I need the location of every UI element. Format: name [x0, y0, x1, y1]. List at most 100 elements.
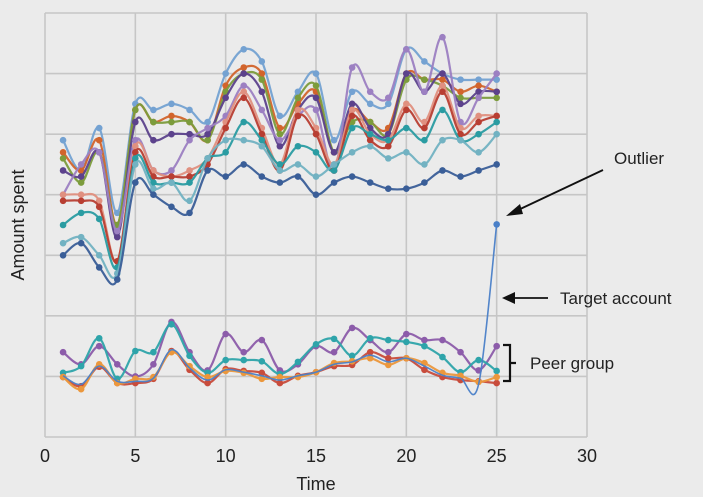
data-point [150, 191, 157, 199]
data-point [150, 185, 157, 192]
data-point [113, 233, 121, 241]
data-point [150, 167, 157, 174]
data-point [294, 161, 302, 168]
data-point [258, 76, 266, 83]
data-point [475, 356, 482, 364]
data-point [384, 361, 392, 369]
data-point [294, 173, 302, 180]
data-point [276, 167, 284, 174]
data-point [421, 88, 428, 96]
data-point [59, 251, 67, 259]
data-point [222, 70, 229, 77]
data-point [132, 118, 139, 126]
data-point [457, 130, 464, 138]
data-point [439, 106, 446, 114]
data-point [77, 233, 85, 241]
data-point [403, 124, 410, 132]
data-point [457, 88, 464, 96]
data-point [439, 33, 446, 41]
data-point [421, 179, 428, 186]
data-point [240, 88, 248, 96]
data-point [132, 142, 139, 150]
outlier-arrow-line [515, 169, 604, 212]
data-point [77, 385, 85, 393]
x-tick-label: 20 [396, 446, 416, 466]
data-point [150, 106, 157, 114]
data-point [366, 348, 374, 356]
data-point [95, 203, 103, 211]
data-point [330, 136, 338, 144]
data-point [439, 76, 446, 83]
data-point [132, 155, 139, 162]
data-point [258, 369, 266, 377]
data-point [384, 130, 392, 138]
data-point [421, 161, 428, 168]
data-point [168, 130, 175, 138]
data-point [59, 191, 67, 199]
data-point [168, 321, 175, 328]
data-point [384, 142, 392, 150]
data-point [294, 358, 302, 366]
data-point [475, 82, 482, 89]
series-target-account [62, 221, 500, 396]
data-point [95, 342, 103, 350]
data-point [276, 379, 284, 387]
data-point [77, 173, 85, 180]
data-point [493, 76, 500, 83]
data-point [150, 173, 157, 180]
data-point [59, 136, 67, 144]
data-point [384, 94, 392, 102]
data-point [312, 106, 320, 114]
data-point [457, 100, 464, 108]
data-point [421, 124, 428, 132]
data-point [457, 136, 464, 144]
data-point [439, 353, 446, 361]
data-point [330, 335, 338, 343]
data-point [59, 155, 67, 162]
data-point [77, 239, 85, 247]
data-point [493, 130, 500, 138]
data-point [222, 94, 229, 102]
data-point [366, 334, 374, 342]
data-point [276, 136, 284, 144]
data-point [294, 94, 302, 102]
data-point [77, 362, 85, 370]
data-point [240, 70, 248, 77]
data-point [77, 197, 85, 205]
data-point [258, 136, 266, 144]
data-point [493, 373, 500, 381]
data-point [366, 100, 374, 108]
data-point [403, 70, 410, 77]
data-point [457, 173, 464, 180]
data-point [204, 155, 211, 162]
data-point [403, 100, 410, 108]
data-point [276, 124, 284, 132]
data-point [366, 118, 374, 126]
data-point [168, 112, 175, 120]
data-point [258, 58, 266, 65]
data-point [348, 149, 356, 156]
data-point [186, 130, 193, 138]
data-point [439, 82, 446, 89]
data-point [312, 149, 320, 156]
data-point [276, 142, 284, 150]
data-point [113, 361, 121, 368]
series-upper-9 [59, 130, 500, 279]
data-point [439, 70, 446, 77]
data-point [276, 373, 284, 381]
data-point [186, 209, 193, 217]
data-point [348, 124, 356, 132]
data-point [150, 118, 157, 126]
data-point [475, 112, 482, 120]
data-point [493, 112, 500, 120]
data-point [95, 197, 103, 205]
data-point [59, 149, 67, 156]
data-point [222, 124, 229, 132]
data-point [186, 167, 193, 174]
peer-group-bracket-icon [503, 343, 516, 383]
data-point [132, 149, 139, 156]
data-point [258, 88, 266, 96]
data-point [204, 118, 211, 126]
data-point [384, 100, 392, 108]
